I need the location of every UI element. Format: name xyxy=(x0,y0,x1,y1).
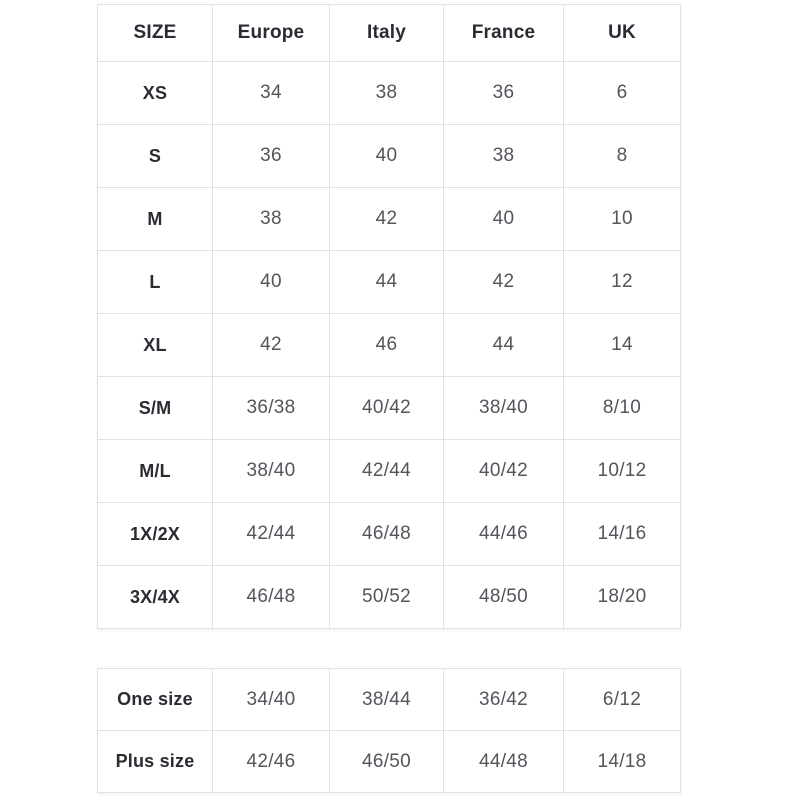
size-value-cell: 10/12 xyxy=(563,439,681,503)
size-value-cell: 38 xyxy=(329,61,444,125)
size-value-cell: 38 xyxy=(443,124,564,188)
row-label: 1X/2X xyxy=(97,502,213,566)
size-value-cell: 38/44 xyxy=(329,668,444,731)
size-value-cell: 42 xyxy=(329,187,444,251)
column-header-italy: Italy xyxy=(329,4,444,62)
size-value-cell: 8 xyxy=(563,124,681,188)
size-value-cell: 10 xyxy=(563,187,681,251)
size-value-cell: 42/46 xyxy=(212,730,330,793)
special-sizes-table: One size 34/40 38/44 36/42 6/12 Plus size 42/4… xyxy=(97,668,681,793)
size-value-cell: 36 xyxy=(212,124,330,188)
row-label: 3X/4X xyxy=(97,565,213,629)
column-header-size: SIZE xyxy=(97,4,213,62)
table-row: M/L 38/40 42/44 40/42 10/12 xyxy=(97,439,681,503)
size-value-cell: 12 xyxy=(563,250,681,314)
size-value-cell: 40/42 xyxy=(443,439,564,503)
size-value-cell: 38 xyxy=(212,187,330,251)
size-value-cell: 42 xyxy=(212,313,330,377)
row-label: S/M xyxy=(97,376,213,440)
size-table-header: SIZE Europe Italy France UK xyxy=(97,4,681,62)
size-value-cell: 6/12 xyxy=(563,668,681,731)
table-row: S 36 40 38 8 xyxy=(97,124,681,188)
header-row: SIZE Europe Italy France UK xyxy=(97,4,681,62)
row-label: XL xyxy=(97,313,213,377)
size-value-cell: 14/16 xyxy=(563,502,681,566)
column-header-uk: UK xyxy=(563,4,681,62)
table-row: XL 42 46 44 14 xyxy=(97,313,681,377)
column-header-europe: Europe xyxy=(212,4,330,62)
size-value-cell: 38/40 xyxy=(212,439,330,503)
size-value-cell: 36 xyxy=(443,61,564,125)
size-value-cell: 50/52 xyxy=(329,565,444,629)
table-row: 3X/4X 46/48 50/52 48/50 18/20 xyxy=(97,565,681,629)
size-value-cell: 36/38 xyxy=(212,376,330,440)
row-label: M/L xyxy=(97,439,213,503)
table-row: XS 34 38 36 6 xyxy=(97,61,681,125)
size-value-cell: 8/10 xyxy=(563,376,681,440)
special-sizes-table-body: One size 34/40 38/44 36/42 6/12 Plus size 42/4… xyxy=(97,668,681,793)
table-row: S/M 36/38 40/42 38/40 8/10 xyxy=(97,376,681,440)
table-row: L 40 44 42 12 xyxy=(97,250,681,314)
size-value-cell: 46/48 xyxy=(329,502,444,566)
size-value-cell: 48/50 xyxy=(443,565,564,629)
size-value-cell: 36/42 xyxy=(443,668,564,731)
size-value-cell: 6 xyxy=(563,61,681,125)
size-value-cell: 44 xyxy=(443,313,564,377)
table-row: One size 34/40 38/44 36/42 6/12 xyxy=(97,668,681,731)
row-label: L xyxy=(97,250,213,314)
size-value-cell: 44/48 xyxy=(443,730,564,793)
table-row: 1X/2X 42/44 46/48 44/46 14/16 xyxy=(97,502,681,566)
size-value-cell: 46/50 xyxy=(329,730,444,793)
size-value-cell: 34/40 xyxy=(212,668,330,731)
size-value-cell: 40 xyxy=(443,187,564,251)
size-value-cell: 34 xyxy=(212,61,330,125)
row-label: Plus size xyxy=(97,730,213,793)
column-header-france: France xyxy=(443,4,564,62)
table-row: Plus size 42/46 46/50 44/48 14/18 xyxy=(97,730,681,793)
row-label: S xyxy=(97,124,213,188)
size-value-cell: 44/46 xyxy=(443,502,564,566)
size-table-body: XS 34 38 36 6 S 36 40 38 8 M 38 42 40 10 L 40 44 42 12 XL 42 4… xyxy=(97,61,681,629)
row-label: One size xyxy=(97,668,213,731)
size-value-cell: 44 xyxy=(329,250,444,314)
size-value-cell: 38/40 xyxy=(443,376,564,440)
size-value-cell: 18/20 xyxy=(563,565,681,629)
size-value-cell: 46 xyxy=(329,313,444,377)
table-row: M 38 42 40 10 xyxy=(97,187,681,251)
row-label: M xyxy=(97,187,213,251)
size-conversion-table: SIZE Europe Italy France UK XS 34 38 36 6 S 36 40 38… xyxy=(97,4,681,629)
size-value-cell: 42/44 xyxy=(329,439,444,503)
row-label: XS xyxy=(97,61,213,125)
size-value-cell: 40/42 xyxy=(329,376,444,440)
size-value-cell: 14/18 xyxy=(563,730,681,793)
size-value-cell: 46/48 xyxy=(212,565,330,629)
size-value-cell: 42/44 xyxy=(212,502,330,566)
size-value-cell: 42 xyxy=(443,250,564,314)
size-value-cell: 14 xyxy=(563,313,681,377)
size-value-cell: 40 xyxy=(329,124,444,188)
size-value-cell: 40 xyxy=(212,250,330,314)
